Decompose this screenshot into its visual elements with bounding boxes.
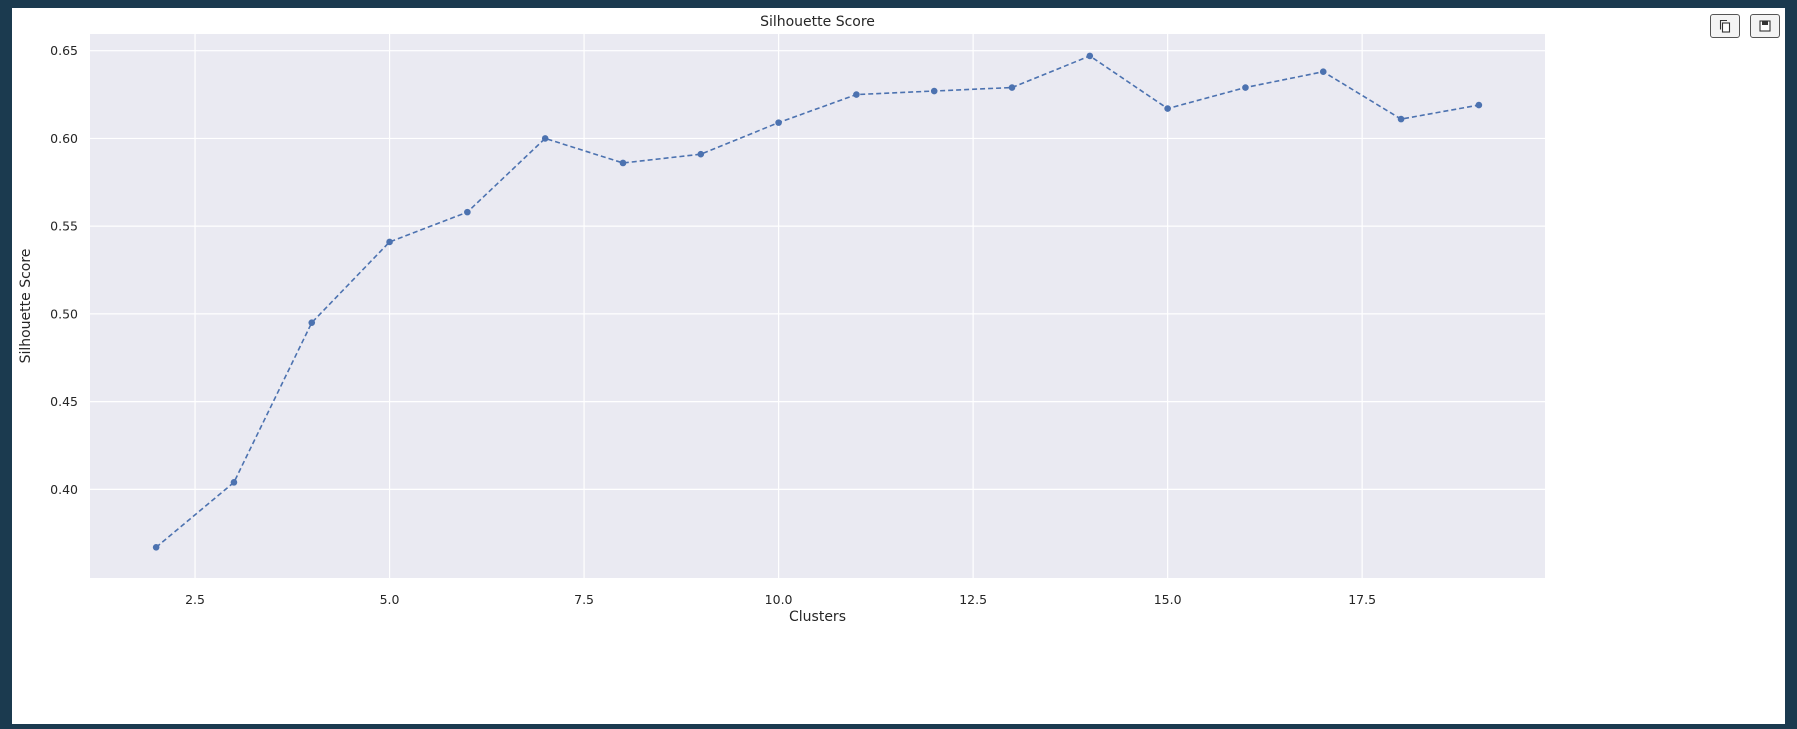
data-point [308, 319, 316, 326]
data-point [1242, 84, 1249, 91]
data-point [1397, 115, 1405, 123]
x-tick-label: 17.5 [1348, 592, 1376, 607]
y-tick-label: 0.40 [50, 482, 78, 497]
data-point [619, 159, 627, 167]
data-point [853, 91, 860, 98]
y-tick-label: 0.65 [50, 43, 78, 58]
y-tick-label: 0.45 [50, 394, 78, 409]
data-point [930, 87, 938, 95]
x-tick-label: 10.0 [765, 592, 793, 607]
y-tick-labels: 0.40 0.45 0.50 0.55 0.60 0.65 [50, 43, 78, 497]
data-point [1475, 101, 1483, 109]
x-tick-label: 15.0 [1154, 592, 1182, 607]
save-button[interactable] [1750, 14, 1780, 38]
x-tick-label: 2.5 [185, 592, 205, 607]
x-tick-label: 12.5 [959, 592, 987, 607]
data-point [152, 543, 160, 551]
data-point [697, 150, 705, 158]
data-point [1086, 52, 1094, 60]
data-point [1319, 68, 1327, 76]
data-point [386, 238, 393, 246]
grid-lines [90, 34, 1545, 578]
data-point [1164, 105, 1171, 112]
x-tick-labels: 2.5 5.0 7.5 10.0 12.5 15.0 17.5 [185, 592, 1376, 607]
plot-area [90, 34, 1545, 578]
y-tick-label: 0.55 [50, 219, 78, 234]
data-point [775, 119, 782, 126]
x-tick-label: 7.5 [574, 592, 594, 607]
figure-panel: 2.5 5.0 7.5 10.0 12.5 15.0 17.5 0.40 0.45 0.50 0.… [12, 8, 1785, 724]
series-layer [152, 52, 1483, 551]
y-axis-label: Silhouette Score [18, 249, 34, 364]
x-tick-label: 5.0 [380, 592, 400, 607]
data-point [541, 135, 549, 142]
series-line [155, 55, 1480, 548]
data-point [1008, 84, 1016, 91]
save-icon [1759, 20, 1771, 32]
copy-icon [1719, 19, 1731, 33]
silhouette-chart: 2.5 5.0 7.5 10.0 12.5 15.0 17.5 0.400.450.500.… [18, 14, 1545, 625]
data-point [230, 479, 238, 486]
data-point [464, 208, 471, 216]
copy-button[interactable] [1710, 14, 1740, 38]
x-axis-label: Clusters [789, 609, 846, 625]
y-tick-label: 0.50 [50, 306, 78, 321]
y-tick-label: 0.60 [50, 131, 78, 146]
chart-title: Silhouette Score [760, 14, 875, 30]
